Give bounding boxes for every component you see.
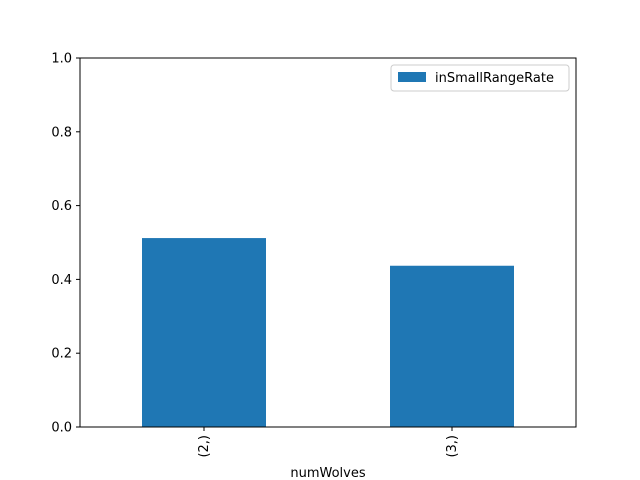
legend-box	[390, 64, 570, 92]
y-tick-label: 0.0	[51, 421, 72, 436]
bar-0	[142, 238, 266, 427]
y-tick-label: 0.8	[51, 125, 72, 140]
y-tick-label: 1.0	[51, 52, 72, 67]
x-tick-label: (3,)	[445, 435, 460, 458]
bar-1	[390, 265, 514, 427]
x-axis-label: numWolves	[290, 466, 365, 480]
x-tick-label: (2,)	[197, 435, 212, 458]
legend: inSmallRangeRate	[390, 64, 570, 92]
y-tick-label: 0.2	[51, 347, 72, 362]
plot-frame	[79, 57, 577, 428]
y-tick-label: 0.4	[51, 273, 72, 288]
legend-swatch	[398, 72, 426, 82]
legend-label: inSmallRangeRate	[435, 71, 554, 86]
x-axis: (2,) (3,)	[197, 427, 460, 458]
y-axis: 0.0 0.2 0.4 0.6 0.8 1.0	[51, 52, 80, 436]
bars-layer	[142, 238, 514, 427]
y-tick-label: 0.6	[51, 199, 72, 214]
